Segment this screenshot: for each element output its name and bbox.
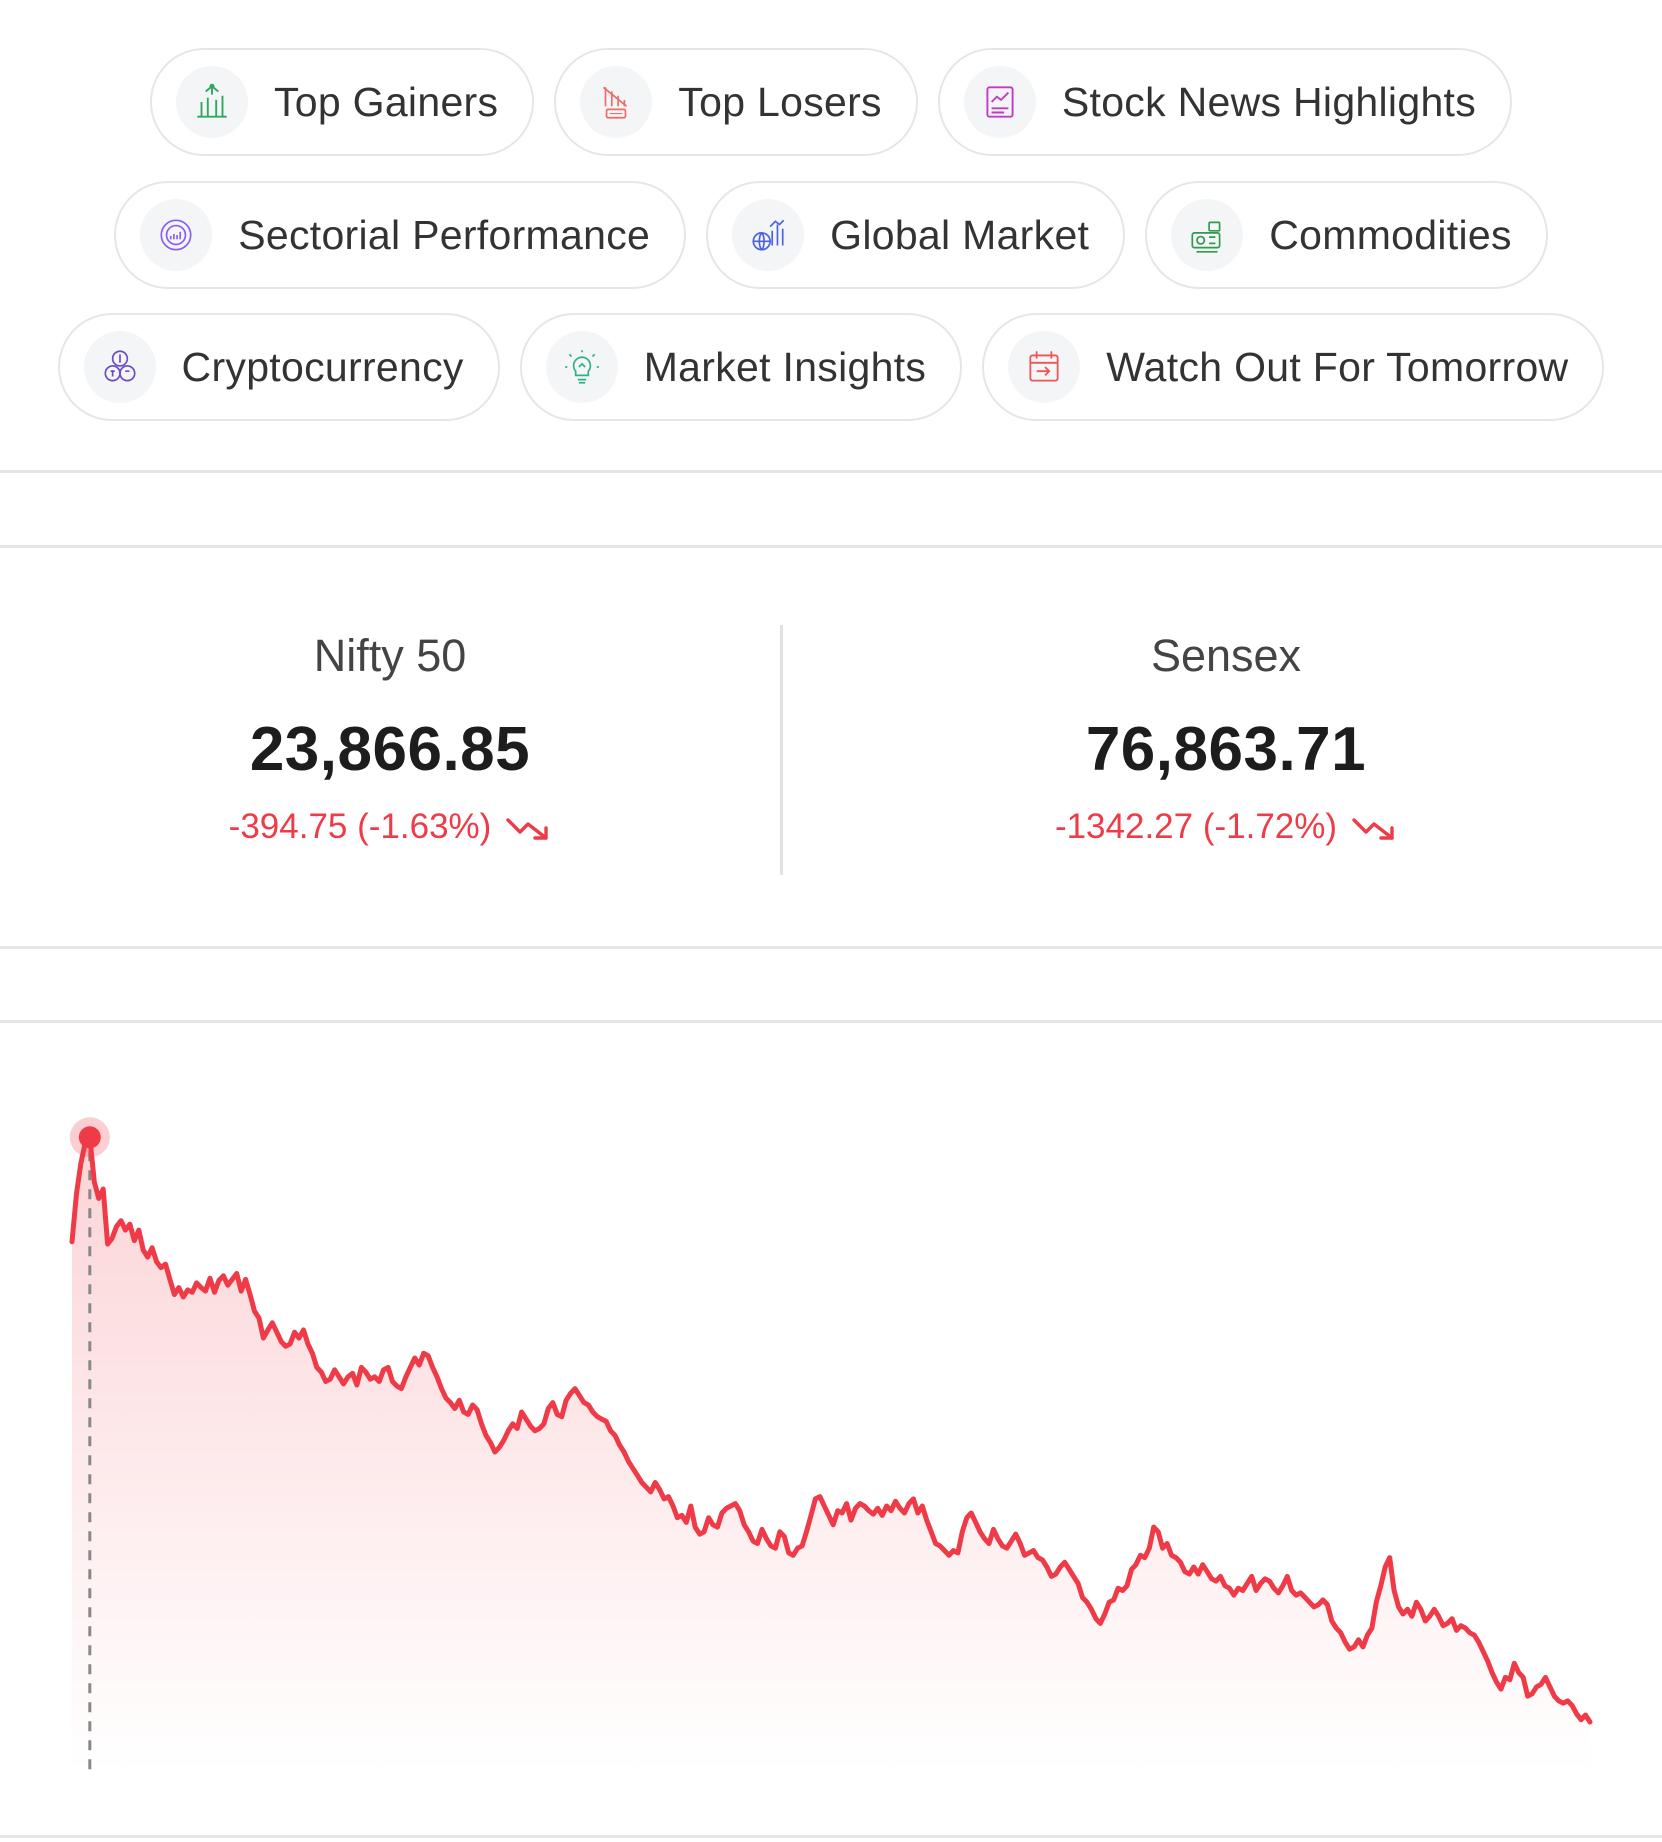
index-name: Sensex: [1150, 630, 1302, 681]
sectorial-performance-icon: [140, 199, 213, 271]
nifty-50-panel[interactable]: Nifty 50 23,866.85 -394.75 (-1.63%): [0, 550, 780, 880]
index-value: 76,863.71: [1085, 715, 1367, 784]
top-losers-icon: [580, 66, 653, 138]
chart-price-line: [69, 1134, 1593, 1725]
sensex-panel[interactable]: Sensex 76,863.71 -1342.27 (-1.72%): [836, 550, 1616, 880]
cryptocurrency-label: Cryptocurrency: [181, 343, 464, 390]
cryptocurrency-icon: [83, 331, 156, 403]
top-gainers-icon: [175, 66, 248, 138]
sectorial-performance-chip[interactable]: Sectorial Performance: [114, 181, 687, 289]
index-change-text: -1342.27 (-1.72%): [1054, 807, 1338, 846]
trend-down-icon: [1352, 818, 1394, 840]
market-insights-chip[interactable]: Market Insights: [519, 313, 963, 421]
calendar-icon: [1008, 331, 1081, 403]
commodities-chip[interactable]: Commodities: [1145, 181, 1548, 289]
commodities-icon: [1171, 199, 1244, 271]
divider: [0, 470, 1662, 473]
commodities-label: Commodities: [1269, 211, 1512, 258]
global-market-label: Global Market: [830, 211, 1090, 258]
quick-links: Top Gainers Top Losers Stoc: [0, 0, 1662, 470]
cryptocurrency-chip[interactable]: Cryptocurrency: [57, 313, 500, 421]
global-market-icon: [732, 199, 805, 271]
divider: [0, 545, 1662, 548]
index-change-text: -394.75 (-1.63%): [228, 807, 492, 846]
top-losers-chip[interactable]: Top Losers: [554, 48, 918, 156]
stock-news-icon: [963, 66, 1036, 138]
watch-out-for-tomorrow-chip[interactable]: Watch Out For Tomorrow: [982, 313, 1605, 421]
index-change: -394.75 (-1.63%): [229, 807, 552, 847]
watch-out-for-tomorrow-label: Watch Out For Tomorrow: [1106, 343, 1569, 390]
top-gainers-chip[interactable]: Top Gainers: [149, 48, 535, 156]
divider: [0, 1020, 1662, 1023]
global-market-chip[interactable]: Global Market: [706, 181, 1126, 289]
index-name: Nifty 50: [313, 630, 467, 681]
divider: [0, 946, 1662, 949]
quick-links-row-3: Cryptocurrency Market Insights: [0, 313, 1662, 421]
sectorial-performance-label: Sectorial Performance: [238, 211, 651, 258]
chart-marker[interactable]: [78, 1126, 101, 1149]
quick-links-row-2: Sectorial Performance Global Market: [0, 181, 1662, 289]
divider: [0, 1835, 1662, 1838]
chart-area-fill: [72, 1137, 1590, 1772]
market-insights-label: Market Insights: [643, 343, 927, 390]
quick-links-row-1: Top Gainers Top Losers Stoc: [0, 48, 1662, 156]
market-insights-icon: [545, 331, 618, 403]
stock-news-highlights-label: Stock News Highlights: [1061, 78, 1477, 125]
price-chart-svg: [69, 1117, 1593, 1772]
top-losers-label: Top Losers: [678, 78, 882, 125]
index-change: -1342.27 (-1.72%): [1055, 807, 1397, 847]
index-separator: [780, 625, 783, 875]
top-gainers-label: Top Gainers: [273, 78, 499, 125]
stock-news-highlights-chip[interactable]: Stock News Highlights: [937, 48, 1513, 156]
trend-down-icon: [506, 818, 549, 840]
index-chart[interactable]: [0, 1025, 1662, 1842]
index-value: 23,866.85: [249, 715, 531, 784]
